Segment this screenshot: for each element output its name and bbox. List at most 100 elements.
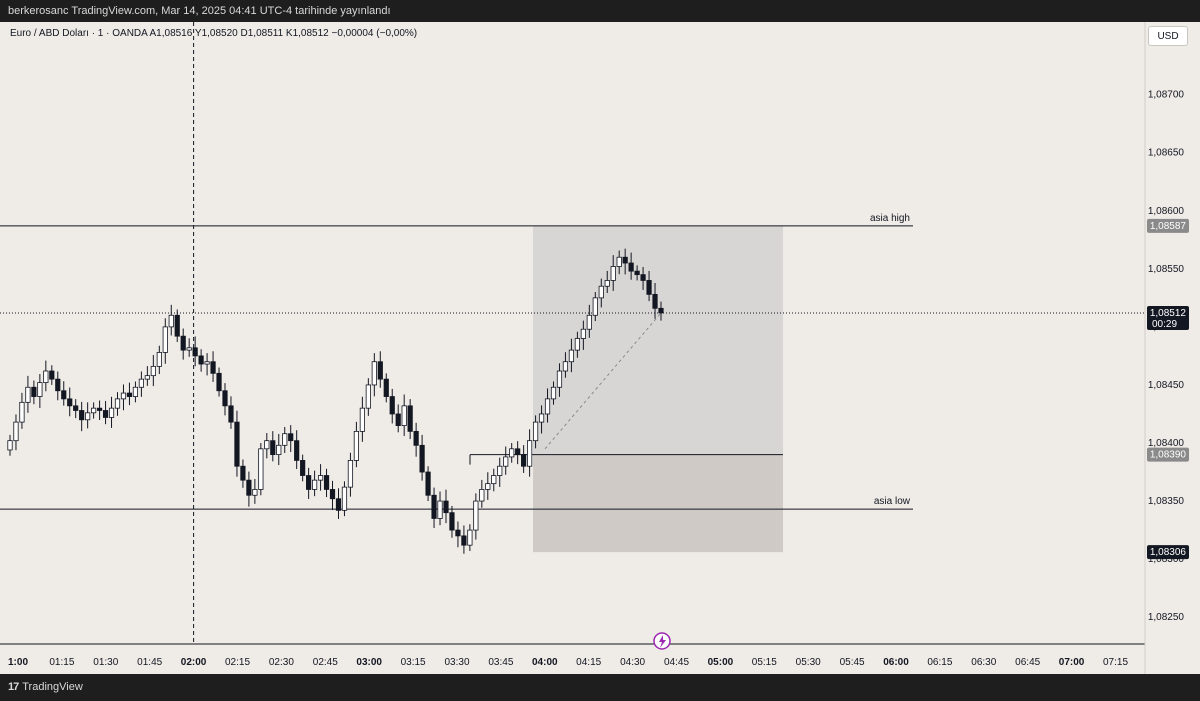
currency-button[interactable]: USD [1148,26,1188,46]
lightning-event-icon [653,632,671,650]
candle-19 [114,392,121,416]
time-tick-label: 07:15 [1103,657,1128,668]
candle-body [544,398,551,415]
candle-body [216,372,222,392]
candle-10 [61,381,67,406]
candle-body [138,378,144,388]
candle-104 [622,248,628,275]
candle-66 [395,404,401,433]
candle-77 [461,525,467,554]
candle-47 [282,426,288,453]
candle-body [79,410,85,421]
time-tick-label: 04:15 [576,657,601,668]
candle-body [353,430,360,461]
tradingview-brand[interactable]: 17 TradingView [8,674,83,701]
candle-body [431,494,437,519]
candle-body [556,370,563,388]
candle-body [198,355,204,365]
candle-56 [335,488,342,519]
candle-15 [91,402,97,419]
candle-43 [258,443,264,496]
candle-body [96,407,103,411]
candle-body [574,338,580,351]
price-tick-label: 1,08450 [1148,380,1185,391]
candle-body [288,433,294,442]
chart-area[interactable]: 1:00 01:15 01:30 01:45 02:00 02:15 02:30 02:45 0… [0,22,1200,674]
candle-16 [96,400,103,421]
candle-body [634,270,640,276]
last-price-badge-countdown: 00:29 [1152,319,1177,330]
candle-81 [485,472,491,500]
price-tick-label: 1,08400 [1148,438,1185,449]
time-tick-label: 07:00 [1059,657,1085,668]
candle-body [240,465,246,481]
time-tick-label: 05:00 [708,657,734,668]
candle-25 [150,354,156,387]
candle-57 [341,481,348,517]
candle-body [180,335,186,351]
candle-body [407,405,413,432]
candle-41 [246,471,252,507]
level-label-1: asia high [870,213,910,224]
candle-body [114,398,121,409]
candle-body [341,486,348,511]
candle-body [144,375,150,380]
candle-4 [25,375,31,413]
candle-52 [311,470,318,497]
candle-body [335,498,342,511]
asia-high-price-badge-bg [1147,218,1189,233]
candle-body [150,365,156,377]
candle-body [419,444,425,473]
time-tick-label: 05:15 [752,657,777,668]
candle-body [264,440,270,450]
candle-46 [276,433,282,466]
time-tick-label: 02:00 [181,657,207,668]
candle-59 [353,421,360,468]
candle-75 [449,505,455,538]
candle-body [538,413,545,423]
candle-102 [610,255,616,291]
brand-label: TradingView [22,681,83,693]
candle-9 [55,371,61,401]
candle-72 [431,487,437,528]
candle-37 [222,383,228,416]
candle-8 [49,365,55,385]
candle-71 [425,466,431,502]
candle-body [628,262,634,272]
candle-body [473,500,479,531]
candlestick-chart[interactable]: 1:00 01:15 01:30 01:45 02:00 02:15 02:30 02:45 0… [0,22,1200,674]
time-tick-label: 01:30 [93,657,118,668]
candle-body [162,326,168,353]
candle-42 [252,478,258,504]
candle-31 [186,338,192,357]
publish-info-text: berkerosanc TradingView.com, Mar 14, 202… [8,5,391,17]
price-tick-label: 1,08550 [1148,264,1185,275]
candle-body [604,280,610,287]
candle-body [550,386,557,400]
candle-98 [586,304,592,338]
candle-67 [401,394,407,437]
candle-61 [365,378,371,416]
time-tick-label: 04:30 [620,657,645,668]
candle-29 [174,309,180,342]
candle-body [192,347,198,357]
candle-53 [317,464,324,491]
candle-body [527,440,533,467]
price-tick-label: 1,08600 [1148,206,1185,217]
time-tick-label: 02:30 [269,657,294,668]
candle-body [19,401,25,423]
zone-upper-box [533,225,783,455]
zone-low-price-badge: 1,08306 [1150,547,1187,558]
candle-body [455,529,461,537]
candle-26 [156,345,162,375]
candle-body [377,361,383,380]
candle-11 [67,387,73,417]
last-price-badge-bg [1147,305,1189,330]
candle-body [61,390,67,400]
candle-109 [652,282,658,319]
candle-89 [532,415,539,449]
candle-105 [628,252,634,280]
candle-79 [473,493,479,540]
candle-body [252,489,258,496]
zone-mid-price-badge-bg [1147,447,1189,462]
